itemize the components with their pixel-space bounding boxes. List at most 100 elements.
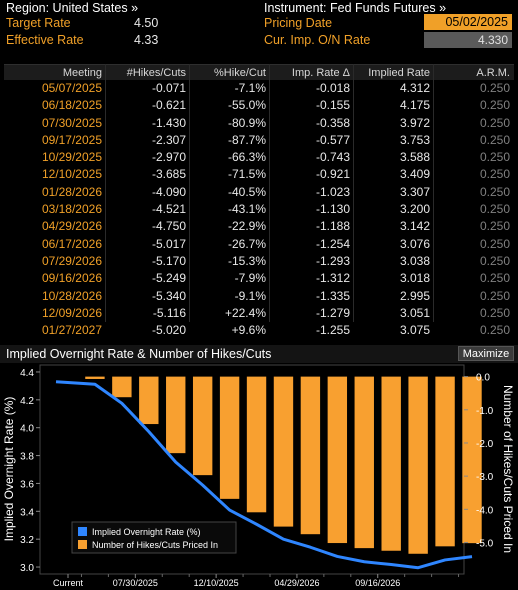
legend-swatch-rate — [78, 527, 87, 536]
column-divider — [433, 64, 434, 322]
table-row[interactable]: 01/28/2026 -4.090 -40.5% -1.023 3.307 0.250 — [4, 184, 514, 201]
maximize-button[interactable]: Maximize — [458, 346, 514, 361]
col-header-meeting[interactable]: Meeting — [62, 67, 102, 79]
pricing-date-input[interactable]: 05/02/2025 — [424, 14, 512, 30]
cell-imp-rate-delta: -0.155 — [315, 98, 350, 113]
cell-hikes-cuts: -5.020 — [151, 323, 186, 338]
col-header-hikes-cuts[interactable]: #Hikes/Cuts — [126, 67, 186, 79]
column-divider — [105, 64, 106, 322]
cell-meeting: 06/18/2025 — [41, 98, 102, 113]
cell-arm: 0.250 — [479, 167, 510, 182]
hikes-bar — [462, 376, 482, 544]
cell-meeting: 12/09/2026 — [41, 305, 102, 320]
left-tick-label: 4.0 — [20, 424, 34, 435]
cell-hikes-cuts: -5.017 — [151, 236, 186, 251]
col-header-implied-rate[interactable]: Implied Rate — [368, 67, 430, 79]
table-row[interactable]: 09/16/2026 -5.249 -7.9% -1.312 3.018 0.250 — [4, 270, 514, 287]
table-row[interactable]: 10/28/2026 -5.340 -9.1% -1.335 2.995 0.250 — [4, 288, 514, 305]
cell-meeting: 06/17/2026 — [41, 236, 102, 251]
column-divider — [189, 64, 190, 322]
cell-imp-rate-delta: -0.018 — [315, 81, 350, 95]
right-tick-label: -1.0 — [476, 406, 494, 417]
table-row[interactable]: 12/10/2025 -3.685 -71.5% -0.921 3.409 0.250 — [4, 166, 514, 183]
hikes-bar — [408, 376, 428, 554]
cell-arm: 0.250 — [479, 202, 510, 217]
region-selector[interactable]: Region: United States » — [6, 1, 139, 15]
hikes-bar — [300, 376, 321, 535]
cell-arm: 0.250 — [479, 288, 510, 303]
hikes-bar — [219, 376, 240, 499]
cell-meeting: 05/07/2025 — [41, 81, 102, 95]
effective-rate-value: 4.33 — [134, 33, 159, 47]
cell-pct-hike-cut: -87.7% — [227, 132, 266, 147]
col-header-pct-hike-cut[interactable]: %Hike/Cut — [214, 67, 266, 79]
table-row[interactable]: 01/27/2027 -5.020 +9.6% -1.255 3.075 0.250 — [4, 322, 514, 339]
cell-implied-rate: 4.312 — [399, 81, 430, 95]
x-tick-label: 12/10/2025 — [194, 578, 239, 588]
cell-meeting: 10/29/2025 — [41, 150, 102, 165]
pricing-date-label: Pricing Date — [264, 16, 333, 30]
table-row[interactable]: 07/29/2026 -5.170 -15.3% -1.293 3.038 0.250 — [4, 253, 514, 270]
cell-imp-rate-delta: -1.130 — [315, 202, 350, 217]
cell-imp-rate-delta: -1.312 — [315, 271, 350, 286]
cell-implied-rate: 4.175 — [399, 98, 430, 113]
legend-swatch-hikes — [78, 540, 87, 549]
cell-meeting: 07/29/2026 — [41, 253, 102, 268]
right-tick-label: 0.0 — [476, 373, 490, 384]
cell-imp-rate-delta: -1.255 — [315, 323, 350, 338]
effective-rate-label: Effective Rate — [6, 33, 84, 47]
table-row[interactable]: 07/30/2025 -1.430 -80.9% -0.358 3.972 0.250 — [4, 115, 514, 132]
table-row[interactable]: 12/09/2026 -5.116 +22.4% -1.279 3.051 0.250 — [4, 305, 514, 322]
cell-hikes-cuts: -5.249 — [151, 271, 186, 286]
header-panel: Region: United States » Instrument: Fed … — [0, 0, 518, 52]
cell-hikes-cuts: -2.307 — [151, 132, 186, 147]
cell-imp-rate-delta: -1.335 — [315, 288, 350, 303]
cell-pct-hike-cut: -43.1% — [227, 202, 266, 217]
cell-meeting: 09/17/2025 — [41, 132, 102, 147]
col-header-imp-rate-delta[interactable]: Imp. Rate Δ — [291, 67, 350, 79]
table-row[interactable]: 09/17/2025 -2.307 -87.7% -0.577 3.753 0.250 — [4, 132, 514, 149]
table-row[interactable]: 06/18/2025 -0.621 -55.0% -0.155 4.175 0.250 — [4, 97, 514, 114]
cell-implied-rate: 3.075 — [399, 323, 430, 338]
hikes-bar — [85, 376, 105, 379]
cur-imp-rate-input[interactable]: 4.330 — [424, 32, 512, 48]
cell-pct-hike-cut: +9.6% — [231, 323, 266, 338]
left-tick-label: 3.4 — [20, 507, 34, 518]
cell-pct-hike-cut: -55.0% — [227, 98, 266, 113]
cell-imp-rate-delta: -1.188 — [315, 219, 350, 234]
col-header-arm[interactable]: A.R.M. — [476, 67, 510, 79]
cell-implied-rate: 3.753 — [399, 132, 430, 147]
cell-imp-rate-delta: -1.254 — [315, 236, 350, 251]
cell-implied-rate: 3.409 — [399, 167, 430, 182]
x-tick-label: 04/29/2026 — [274, 578, 319, 588]
cell-arm: 0.250 — [479, 236, 510, 251]
hikes-bar — [112, 376, 132, 398]
hikes-bar — [354, 376, 374, 549]
left-axis-label: Implied Overnight Rate (%) — [2, 397, 16, 542]
cell-imp-rate-delta: -1.293 — [315, 253, 350, 268]
chart-title: Implied Overnight Rate & Number of Hikes… — [6, 347, 272, 361]
implied-rate-line — [55, 380, 473, 570]
x-tick-label: Current — [53, 578, 84, 588]
left-tick-label: 3.6 — [20, 479, 34, 490]
table-row[interactable]: 03/18/2026 -4.521 -43.1% -1.130 3.200 0.250 — [4, 201, 514, 218]
instrument-selector[interactable]: Instrument: Fed Funds Futures » — [264, 1, 447, 15]
cell-implied-rate: 3.038 — [399, 253, 430, 268]
cell-pct-hike-cut: -80.9% — [227, 115, 266, 130]
cell-arm: 0.250 — [479, 253, 510, 268]
table-row[interactable]: 06/17/2026 -5.017 -26.7% -1.254 3.076 0.250 — [4, 236, 514, 253]
x-tick-label: 07/30/2025 — [113, 578, 158, 588]
cell-imp-rate-delta: -0.921 — [315, 167, 350, 182]
table-row[interactable]: 04/29/2026 -4.750 -22.9% -1.188 3.142 0.250 — [4, 218, 514, 235]
cell-pct-hike-cut: +22.4% — [224, 305, 266, 320]
rate-hikes-chart[interactable]: 3.0 3.2 3.4 3.6 3.8 4.0 4.2 4.4 0.0 -1.0 -2.0 -3.0… — [0, 363, 518, 590]
cell-hikes-cuts: -5.170 — [151, 253, 186, 268]
cell-implied-rate: 3.200 — [399, 202, 430, 217]
cell-pct-hike-cut: -40.5% — [227, 184, 266, 199]
table-row[interactable]: 10/29/2025 -2.970 -66.3% -0.743 3.588 0.250 — [4, 149, 514, 166]
cell-implied-rate: 3.018 — [399, 271, 430, 286]
cell-meeting: 01/27/2027 — [41, 323, 102, 338]
cell-imp-rate-delta: -0.577 — [315, 132, 350, 147]
cell-meeting: 04/29/2026 — [41, 219, 102, 234]
table-row[interactable]: 05/07/2025 -0.071 -7.1% -0.018 4.312 0.250 — [4, 80, 514, 97]
